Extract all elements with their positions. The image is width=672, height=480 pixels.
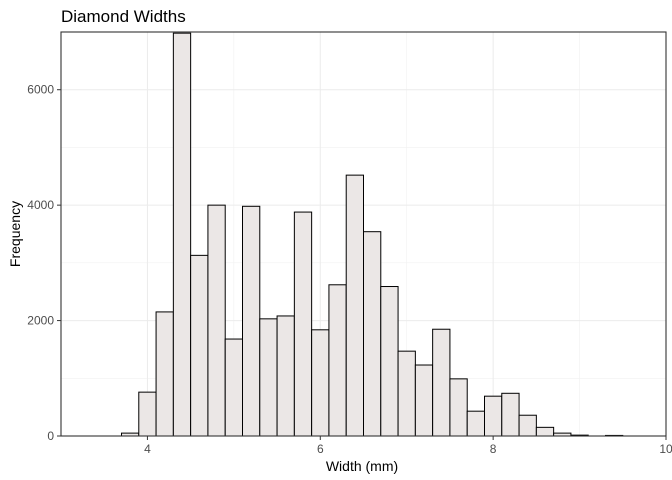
- panel-border: [60, 31, 667, 437]
- histogram-bar: [518, 414, 537, 437]
- histogram-bar: [380, 286, 399, 437]
- histogram-bar: [345, 174, 365, 437]
- histogram-bar: [484, 395, 503, 437]
- histogram-bar: [224, 338, 243, 437]
- histogram-bar: [259, 318, 278, 437]
- x-axis-title: Width (mm): [326, 458, 398, 474]
- x-tick-label: 8: [490, 442, 497, 456]
- histogram-bar: [501, 392, 520, 437]
- histogram-bar: [207, 204, 226, 437]
- y-tick-label: 0: [47, 429, 54, 443]
- histogram-bar: [466, 410, 486, 437]
- histogram-bar: [414, 364, 434, 437]
- chart-title: Diamond Widths: [61, 7, 186, 26]
- y-tick-label: 6000: [27, 83, 54, 97]
- histogram-bar: [328, 284, 347, 437]
- histogram-bars: [121, 32, 624, 437]
- x-tick-label: 10: [659, 442, 672, 456]
- histogram-bar: [172, 32, 192, 437]
- histogram-bar: [432, 328, 451, 437]
- x-tick-label: 4: [144, 442, 151, 456]
- y-tick-label: 4000: [27, 198, 54, 212]
- histogram-bar: [535, 426, 555, 437]
- histogram-bar: [293, 211, 313, 437]
- histogram-bar: [363, 231, 382, 437]
- histogram-bar: [397, 350, 416, 437]
- histogram-bar: [242, 205, 261, 437]
- histogram-bar: [449, 378, 468, 437]
- histogram-bar: [311, 329, 330, 437]
- y-axis-title: Frequency: [7, 201, 23, 267]
- x-tick-label: 6: [317, 442, 324, 456]
- y-tick-label: 2000: [27, 314, 54, 328]
- histogram-bar: [155, 311, 174, 437]
- x-axis: 4 6 8 10: [144, 436, 672, 456]
- plot-area: [60, 31, 667, 437]
- histogram-bar: [190, 254, 209, 437]
- histogram-bar: [276, 315, 295, 437]
- y-axis: 0 2000 4000 6000: [27, 83, 61, 443]
- histogram-bar: [138, 391, 157, 437]
